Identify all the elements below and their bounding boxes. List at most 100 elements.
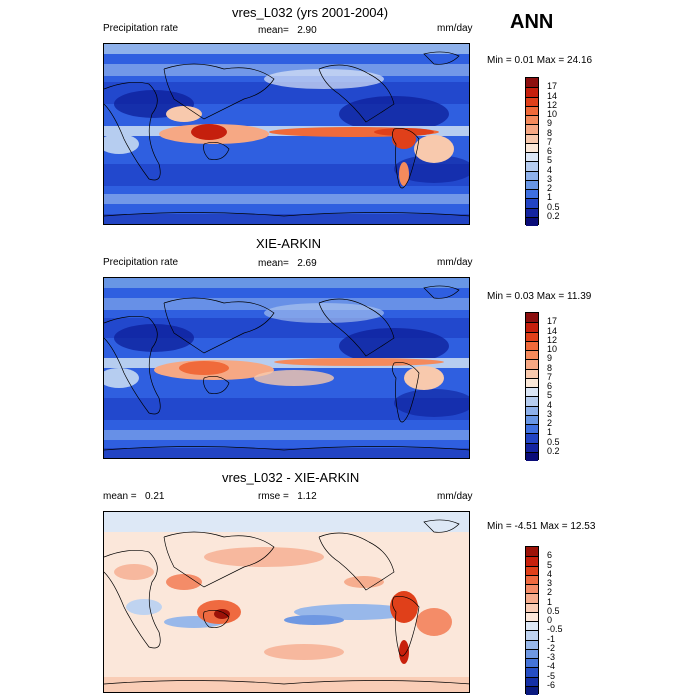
panel2-colorbar-tick-label: 17 xyxy=(547,316,558,327)
panel2-colorbar-swatch xyxy=(526,331,538,341)
panel3-rmse-label: rmse = 1.12 xyxy=(258,492,317,502)
panel2-colorbar-swatch xyxy=(526,442,538,452)
panel2-colorbar-tick-label: 0.2 xyxy=(547,445,560,456)
panel3-colorbar-swatch xyxy=(526,639,538,649)
panel3-mean-text: mean = xyxy=(103,491,137,502)
panel2-colorbar-tick-label: 7 xyxy=(547,371,553,382)
panel1-map xyxy=(103,43,470,225)
panel1-colorbar-swatch xyxy=(526,115,538,125)
panel3-colorbar-swatch xyxy=(526,574,538,584)
panel3-colorbar-tick-label: 5 xyxy=(547,559,553,570)
panel2-colorbar-swatch xyxy=(526,359,538,369)
panel3-colorbar-swatch xyxy=(526,556,538,566)
panel3-colorbar-swatch xyxy=(526,621,538,631)
panel3-minmax: Min = -4.51 Max = 12.53 xyxy=(487,521,596,532)
panel1-colorbar-swatch xyxy=(526,142,538,152)
panel2-colorbar-swatch xyxy=(526,340,538,350)
panel1-colorbar-swatch xyxy=(526,78,538,88)
panel2-colorbar-tick-label: 5 xyxy=(547,390,553,401)
panel2-colorbar-swatch xyxy=(526,313,538,323)
panel2-minmax: Min = 0.03 Max = 11.39 xyxy=(487,291,592,302)
panel2-colorbar-swatch xyxy=(526,396,538,406)
panel2-colorbar-tick-label: 6 xyxy=(547,381,553,391)
panel1-mean-text: mean= xyxy=(258,25,289,36)
panel3-colorbar-swatch xyxy=(526,547,538,557)
panel3-colorbar-tick-label: -2 xyxy=(547,642,556,653)
panel3-colorbar-swatch xyxy=(526,685,538,695)
panel1-title: vres_L032 (yrs 2001-2004) xyxy=(232,5,389,20)
panel1-colorbar-swatch xyxy=(526,207,538,217)
panel2-map xyxy=(103,277,470,459)
panel2-mean-value: 2.69 xyxy=(297,258,317,269)
panel3-colorbar-tick-label: 2 xyxy=(547,587,553,598)
panel2-colorbar-tick-label: 9 xyxy=(547,353,553,364)
panel3-colorbar-tick-label: -4 xyxy=(547,661,556,672)
panel3-colorbar-tick-label: 0 xyxy=(547,615,553,625)
panel3-colorbar-swatch xyxy=(526,611,538,621)
panel3-colorbar-swatch xyxy=(526,648,538,658)
panel1-colorbar-swatch xyxy=(526,198,538,208)
panel2-colorbar-swatch xyxy=(526,405,538,415)
panel1-colorbar xyxy=(525,77,539,226)
panel3-colorbar-tick-label: -0.5 xyxy=(547,624,563,635)
panel3-colorbar-tick-label: 3 xyxy=(547,578,553,588)
panel2-colorbar-tick-label: 8 xyxy=(547,362,553,373)
panel2-colorbar-swatch xyxy=(526,350,538,360)
panel3-mean-value: 0.21 xyxy=(144,491,165,502)
panel3-map xyxy=(103,511,470,693)
panel2-colorbar-swatch xyxy=(526,387,538,397)
panel1-colorbar-swatch xyxy=(526,189,538,199)
panel2-title: XIE-ARKIN xyxy=(256,236,322,251)
panel1-colorbar-tick-label: 6 xyxy=(547,146,553,156)
panel3-mean-label: mean = 0.21 xyxy=(103,492,164,502)
panel2-variable-label: Precipitation rate xyxy=(103,257,179,268)
panel1-colorbar-tick-label: 8 xyxy=(547,127,553,138)
panel2-colorbar-swatch xyxy=(526,377,538,387)
panel2-colorbar-swatch xyxy=(526,424,538,434)
panel1-colorbar-swatch xyxy=(526,179,538,189)
panel3-colorbar-tick-label: -1 xyxy=(547,633,556,644)
panel3-colorbar-tick-label: -3 xyxy=(547,652,556,662)
panel3-colorbar-tick-label: -6 xyxy=(547,679,556,690)
panel2-colorbar-swatch xyxy=(526,414,538,424)
panel1-colorbar-swatch xyxy=(526,124,538,134)
panel3-rmse-text: rmse = xyxy=(258,491,289,502)
panel3-rmse-value: 1.12 xyxy=(297,491,317,502)
panel1-colorbar-tick-label: 12 xyxy=(547,99,558,110)
panel3-colorbar-tick-label: 6 xyxy=(547,550,553,561)
panel1-colorbar-swatch xyxy=(526,87,538,97)
panel1-colorbar-tick-label: 1 xyxy=(547,192,553,203)
panel2-colorbar-tick-label: 3 xyxy=(547,408,553,419)
panel2-colorbar-swatch xyxy=(526,451,538,461)
panel3-colorbar-swatch xyxy=(526,584,538,594)
panel3-units: mm/day xyxy=(437,491,473,502)
panel1-colorbar-swatch xyxy=(526,161,538,171)
panel1-colorbar-swatch xyxy=(526,133,538,143)
panel3-colorbar-tick-label: 4 xyxy=(547,568,553,579)
panel2-colorbar-tick-label: 4 xyxy=(547,399,553,410)
panel3-colorbar-swatch xyxy=(526,565,538,575)
panel2-colorbar-tick-label: 0.5 xyxy=(547,436,560,447)
panel2-colorbar-tick-label: 14 xyxy=(547,325,558,336)
panel3-colorbar-swatch xyxy=(526,593,538,603)
panel2-colorbar-swatch xyxy=(526,322,538,332)
panel1-units: mm/day xyxy=(437,23,473,34)
panel1-variable-label: Precipitation rate xyxy=(103,23,179,34)
panel1-colorbar-tick-label: 7 xyxy=(547,136,553,147)
panel3-colorbar xyxy=(525,546,539,695)
panel3-colorbar-tick-label: 0.5 xyxy=(547,605,560,616)
panel2-colorbar-swatch xyxy=(526,368,538,378)
panel3-colorbar-tick-label: -5 xyxy=(547,670,556,681)
panel1-minmax: Min = 0.01 Max = 24.16 xyxy=(487,55,593,66)
panel2-colorbar-tick-label: 12 xyxy=(547,334,558,345)
panel3-colorbar-swatch xyxy=(526,602,538,612)
panel2-units: mm/day xyxy=(437,257,473,268)
panel1-mean-value: 2.90 xyxy=(297,25,317,36)
panel2-mean-text: mean= xyxy=(258,258,289,269)
panel1-colorbar-tick-label: 3 xyxy=(547,173,553,184)
panel3-colorbar-swatch xyxy=(526,658,538,668)
panel2-colorbar-tick-label: 10 xyxy=(547,344,558,354)
panel1-colorbar-tick-label: 2 xyxy=(547,183,553,193)
panel3-colorbar-swatch xyxy=(526,667,538,677)
panel1-colorbar-tick-label: 5 xyxy=(547,155,553,166)
